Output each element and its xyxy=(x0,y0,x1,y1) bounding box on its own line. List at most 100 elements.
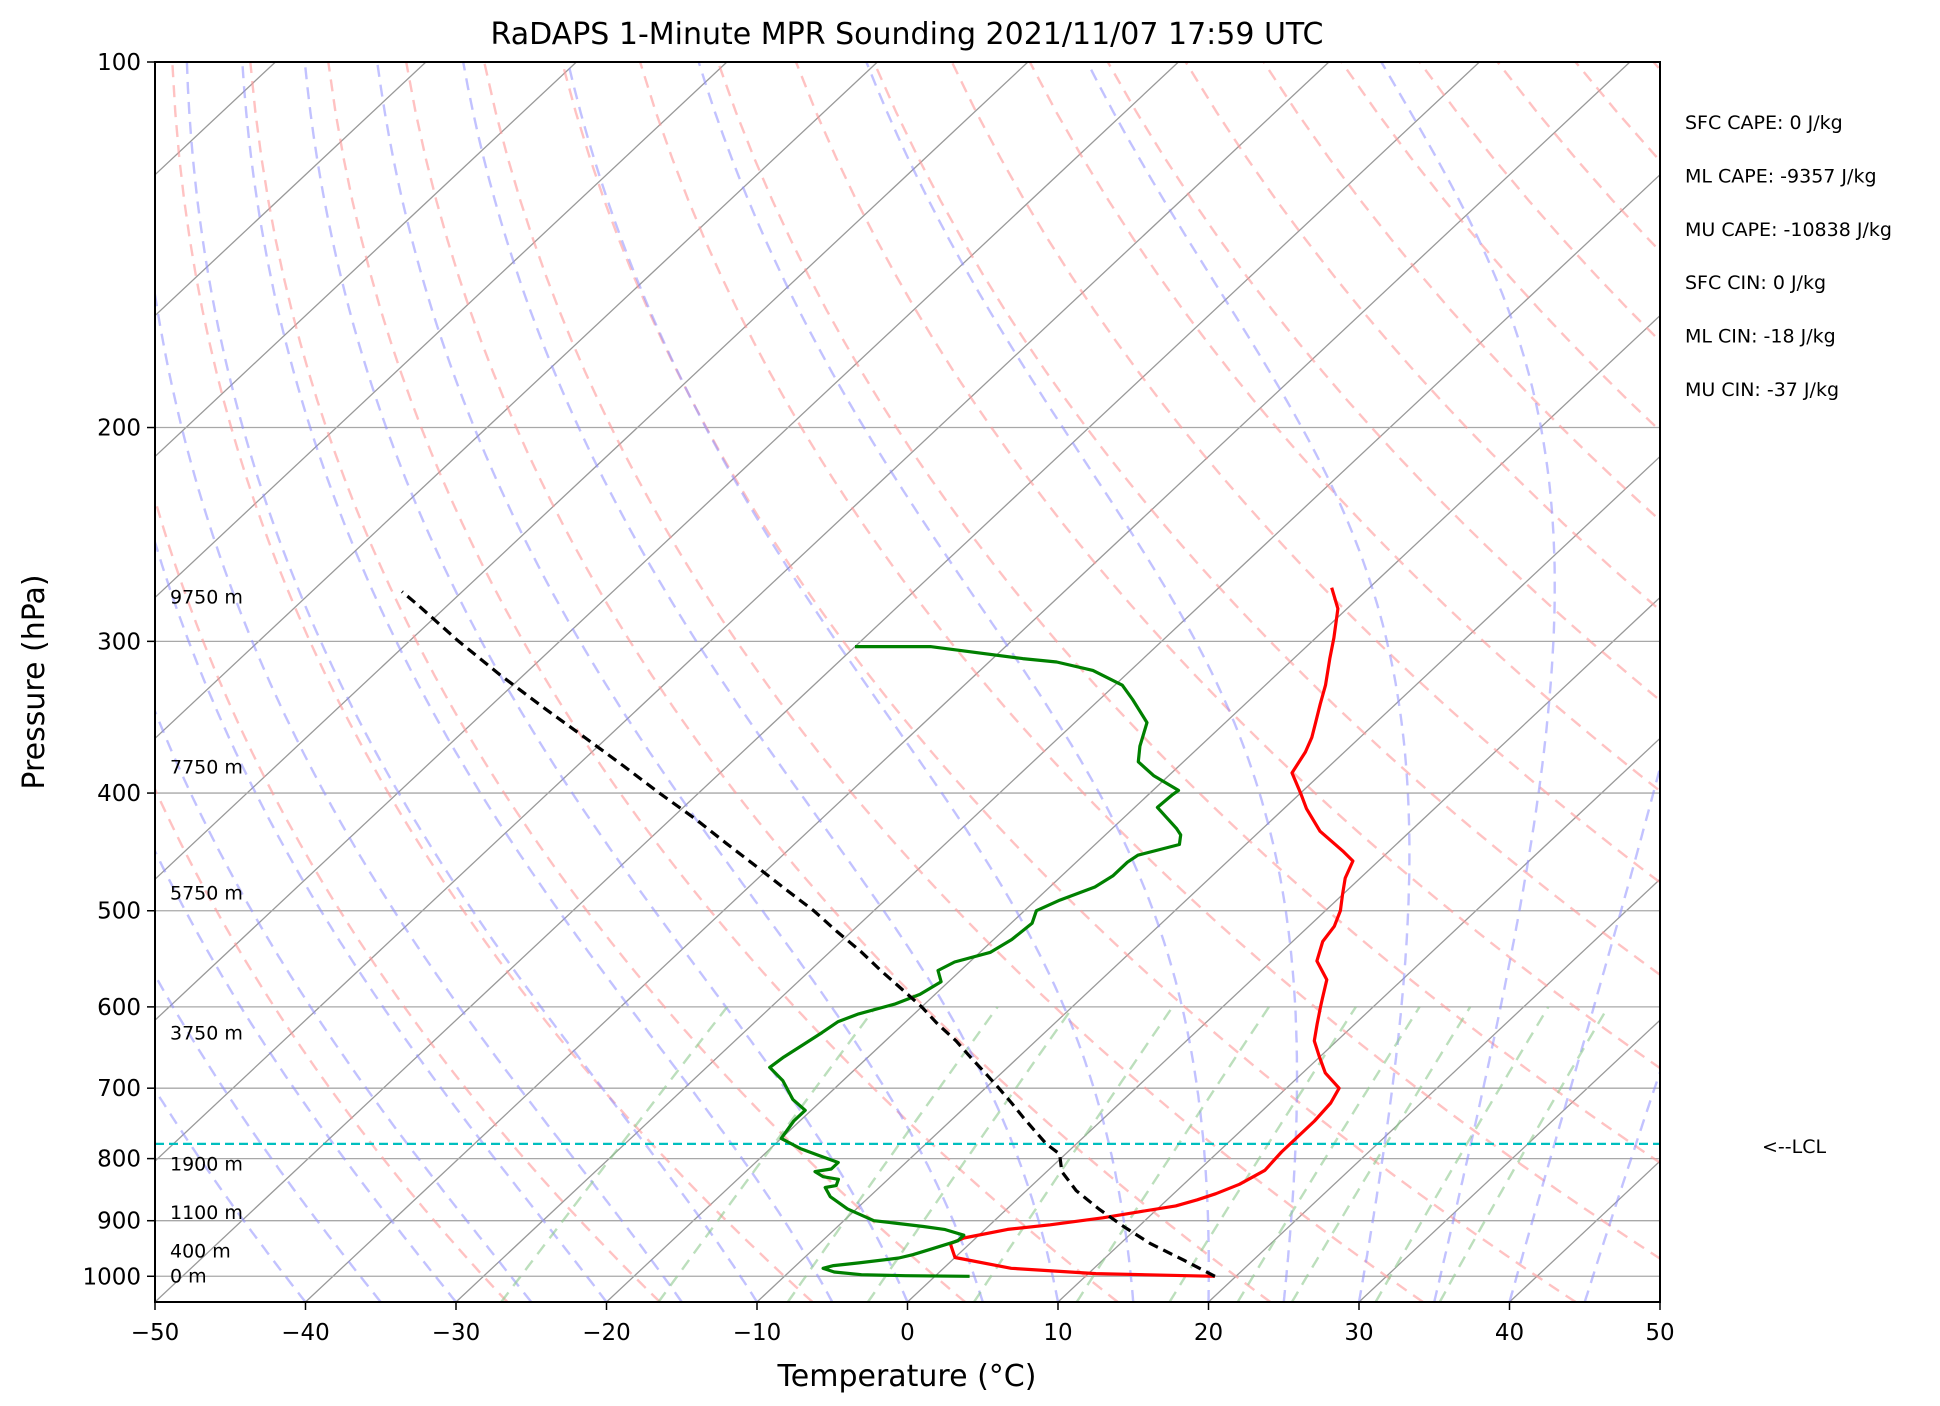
dry-adiabat-line xyxy=(155,495,661,1302)
isotherm-line xyxy=(1057,737,1660,1302)
dry-adiabat-line xyxy=(1106,62,1660,702)
dry-adiabat-line xyxy=(638,62,1660,1260)
x-tick-label: −10 xyxy=(733,1320,782,1346)
mixing-ratio-line xyxy=(1236,1006,1421,1302)
isotherm-line xyxy=(155,62,1480,1302)
lcl-label: <--LCL xyxy=(1762,1136,1826,1158)
isotherm-line xyxy=(155,62,1179,1022)
y-tick-label: 200 xyxy=(97,416,141,442)
moist-adiabat-line xyxy=(185,62,759,1302)
dry-adiabat-line xyxy=(1574,62,1660,163)
mixing-ratio-line xyxy=(657,1006,877,1302)
mixing-ratio-line xyxy=(1374,1006,1550,1302)
dry-adiabat-line xyxy=(950,62,1660,884)
mixing-ratio-line xyxy=(500,1006,729,1302)
stability-annotation: MU CAPE: -10838 J/kg xyxy=(1685,219,1892,241)
stability-annotation: ML CAPE: -9357 J/kg xyxy=(1685,165,1877,187)
moist-adiabat-line xyxy=(1658,1298,1660,1302)
isotherm-line xyxy=(1358,1019,1660,1302)
y-tick-label: 500 xyxy=(97,899,141,925)
dry-adiabat-line xyxy=(405,62,1272,1302)
moist-adiabat-line xyxy=(1380,62,1556,1302)
x-tick-label: −30 xyxy=(432,1320,481,1346)
moist-adiabat-line xyxy=(462,62,1060,1302)
mixing-ratio-line xyxy=(786,1006,999,1302)
dry-adiabat-line xyxy=(794,62,1660,1070)
x-axis: −50 −40 −30 −20 −10 0 10 20 30 40 50 xyxy=(131,1302,1675,1346)
isotherm-line xyxy=(305,62,1631,1302)
isotherm-line xyxy=(155,62,1330,1162)
moist-adiabat-line xyxy=(155,1087,307,1302)
y-axis: 100 200 300 400 500 600 700 800 900 1000 xyxy=(82,50,155,1290)
y-tick-label: 400 xyxy=(97,781,141,807)
x-tick-label: −20 xyxy=(582,1320,631,1346)
parcel-trace xyxy=(400,590,1216,1278)
x-tick-label: 50 xyxy=(1645,1320,1674,1346)
isotherm-line xyxy=(1659,1301,1660,1302)
dry-adiabat-line xyxy=(716,62,1660,1165)
y-tick-label: 100 xyxy=(97,50,141,76)
dry-adiabat-line xyxy=(1731,62,1940,1302)
x-tick-label: 10 xyxy=(1043,1320,1072,1346)
height-label: 400 m xyxy=(170,1240,231,1262)
y-tick-label: 800 xyxy=(97,1147,141,1173)
plot-frame xyxy=(154,61,1661,1303)
isotherm-line xyxy=(155,62,427,317)
x-tick-label: 20 xyxy=(1194,1320,1223,1346)
stability-annotation: SFC CIN: 0 J/kg xyxy=(1685,272,1826,294)
height-label: 3750 m xyxy=(170,1022,243,1044)
dry-adiabat-line xyxy=(155,786,509,1302)
dry-adiabat-line xyxy=(249,62,966,1302)
moist-adiabat-line xyxy=(155,538,608,1302)
dry-adiabat-line xyxy=(1184,62,1660,612)
moist-adiabat-line xyxy=(155,286,683,1302)
height-label: 5750 m xyxy=(170,883,243,905)
height-labels: 0 m 400 m 1100 m 1900 m 3750 m 5750 m 7750 m 97… xyxy=(170,586,243,1287)
moist-adiabat-line xyxy=(1086,62,1411,1302)
isotherm-line xyxy=(155,62,728,599)
dry-adiabat-line xyxy=(327,62,1119,1302)
dewpoint-trace xyxy=(768,645,1183,1278)
moist-adiabat-line xyxy=(376,62,984,1302)
sounding-traces xyxy=(155,587,1660,1278)
dry-adiabat-line xyxy=(1809,62,1940,1302)
y-tick-label: 600 xyxy=(97,995,141,1021)
x-tick-label: 40 xyxy=(1495,1320,1524,1346)
stability-annotation: ML CIN: -18 J/kg xyxy=(1685,326,1836,348)
isotherm-line xyxy=(606,314,1660,1302)
stability-annotation: MU CIN: -37 J/kg xyxy=(1685,379,1839,401)
isotherm-line xyxy=(155,62,1029,881)
dry-adiabat-line xyxy=(872,62,1660,977)
mixing-ratio-line xyxy=(1168,1006,1357,1302)
y-tick-label: 1000 xyxy=(82,1264,141,1290)
chart-title: RaDAPS 1-Minute MPR Sounding 2021/11/07 … xyxy=(491,17,1324,52)
y-tick-label: 700 xyxy=(97,1076,141,1102)
mixing-ratio-line xyxy=(1290,1006,1472,1302)
moist-adiabat-line xyxy=(1508,763,1660,1302)
mixing-ratio-line xyxy=(972,1006,1174,1302)
dry-adiabat-line xyxy=(1652,62,1660,72)
height-label: 9750 m xyxy=(170,586,243,608)
isotherm-line xyxy=(756,455,1660,1302)
height-label: 1900 m xyxy=(170,1153,243,1175)
temperature-trace xyxy=(948,587,1355,1278)
moist-adiabat-line xyxy=(155,848,457,1302)
moist-adiabat-line xyxy=(155,972,382,1302)
height-label: 0 m xyxy=(170,1265,207,1287)
height-label: 1100 m xyxy=(170,1202,243,1224)
moist-adiabat-line xyxy=(241,62,834,1302)
dry-adiabat-line xyxy=(1028,62,1660,793)
x-tick-label: 30 xyxy=(1344,1320,1373,1346)
moist-adiabat-line xyxy=(865,62,1299,1302)
background-reference-lines xyxy=(155,62,1940,1302)
moist-adiabat-line xyxy=(155,708,533,1302)
dry-adiabat-line xyxy=(1262,62,1660,522)
isotherm-line xyxy=(155,62,577,458)
dry-adiabat-line xyxy=(1418,62,1660,343)
stability-annotation: SFC CAPE: 0 J/kg xyxy=(1685,112,1843,134)
isotherm-line xyxy=(1509,1160,1660,1302)
isotherm-line xyxy=(907,596,1660,1302)
mixing-ratio-line xyxy=(1075,1006,1270,1302)
dry-adiabat-line xyxy=(1496,62,1660,253)
